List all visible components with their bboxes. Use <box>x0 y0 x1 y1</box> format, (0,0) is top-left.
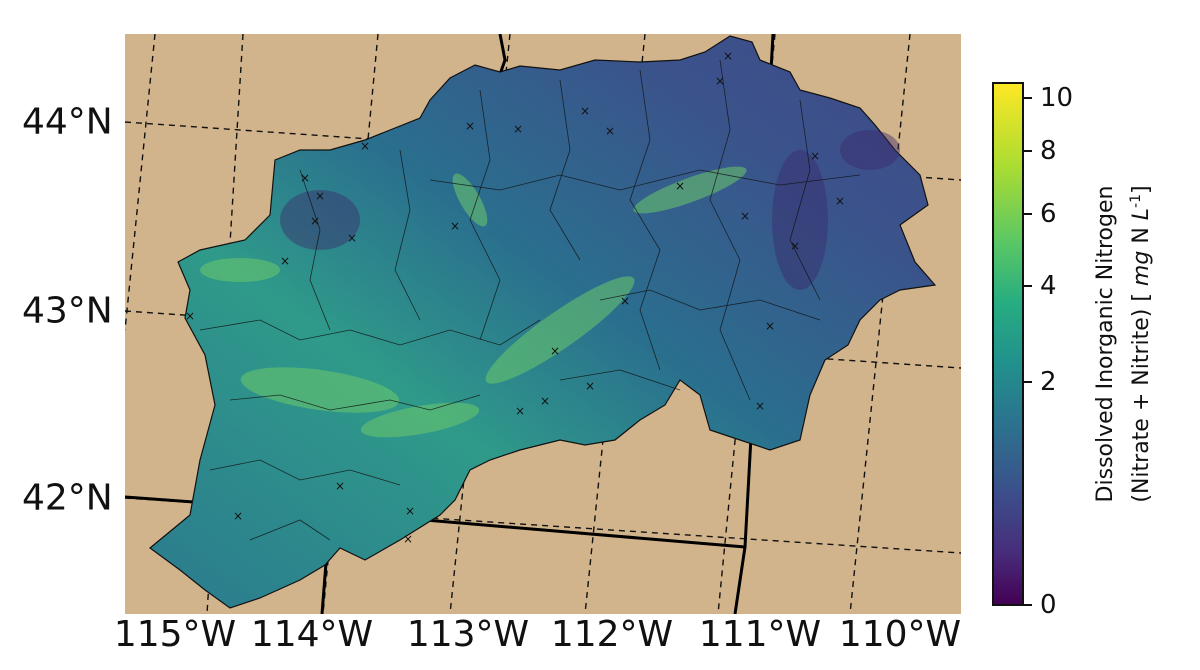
site-marker: × <box>360 139 370 153</box>
lon-label-111: 111°W <box>698 614 822 655</box>
site-marker: × <box>315 189 325 203</box>
site-marker: × <box>810 149 820 163</box>
site-marker: × <box>755 399 765 413</box>
colorbar-tick-8: 8 <box>1040 136 1057 166</box>
colorbar <box>992 82 1024 606</box>
site-marker: × <box>185 309 195 323</box>
site-marker: × <box>347 231 357 245</box>
site-marker: × <box>765 319 775 333</box>
site-marker: × <box>675 179 685 193</box>
site-marker: × <box>580 104 590 118</box>
site-marker: × <box>513 122 523 136</box>
site-marker: × <box>233 509 243 523</box>
low-nitrogen-zones <box>280 130 900 290</box>
site-marker: × <box>465 119 475 133</box>
lat-label-44: 44°N <box>22 101 113 143</box>
site-marker: × <box>740 209 750 223</box>
site-marker: × <box>405 504 415 518</box>
site-marker: × <box>280 254 290 268</box>
site-marker: × <box>403 532 413 546</box>
site-marker: × <box>310 214 320 228</box>
site-marker: × <box>723 49 733 63</box>
colorbar-tick-0: 0 <box>1040 590 1057 620</box>
colorbar-tick-6: 6 <box>1040 199 1057 229</box>
site-marker: × <box>620 294 630 308</box>
site-marker: × <box>715 74 725 88</box>
colorbar-tick-10: 10 <box>1040 83 1074 113</box>
site-marker: × <box>835 194 845 208</box>
lon-label-113: 113°W <box>406 614 530 655</box>
lat-label-43: 43°N <box>22 290 113 332</box>
lon-label-110: 110°W <box>838 614 962 655</box>
lon-label-112: 112°W <box>550 614 674 655</box>
site-marker: × <box>335 479 345 493</box>
colorbar-title-line1: Dissolved Inorganic Nitrogen <box>1092 185 1118 503</box>
monitoring-sites: × × × × × × × × × × × × × × × × × × × × … <box>185 49 845 546</box>
lon-label-115: 115°W <box>113 614 237 655</box>
site-marker: × <box>540 394 550 408</box>
colorbar-title: Dissolved Inorganic Nitrogen (Nitrate + … <box>1091 124 1157 564</box>
site-marker: × <box>585 379 595 393</box>
high-nitrogen-zones <box>200 166 747 438</box>
colorbar-tick-4: 4 <box>1040 271 1057 301</box>
site-marker: × <box>790 239 800 253</box>
site-marker: × <box>515 404 525 418</box>
watershed-boundaries <box>199 59 861 541</box>
colorbar-title-line2: (Nitrate + Nitrite) [ mg N L-1] <box>1127 185 1155 503</box>
lat-label-42: 42°N <box>22 477 113 519</box>
site-marker: × <box>605 124 615 138</box>
site-marker: × <box>450 219 460 233</box>
site-marker: × <box>550 344 560 358</box>
colorbar-tick-2: 2 <box>1040 367 1057 397</box>
lon-label-114: 114°W <box>250 614 374 655</box>
site-marker: × <box>300 171 310 185</box>
